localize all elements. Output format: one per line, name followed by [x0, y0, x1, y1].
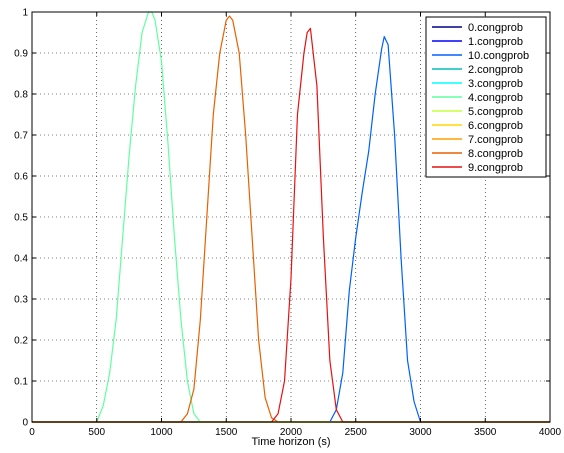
x-tick-label: 500: [88, 427, 105, 438]
legend-label: 1.congprob: [468, 36, 523, 48]
legend-label: 10.congprob: [468, 50, 529, 62]
series-line-9: [32, 15, 550, 423]
y-tick-label: 0.2: [14, 336, 28, 347]
x-tick-label: 0: [29, 427, 35, 438]
y-tick-label: 1: [22, 8, 28, 19]
y-tick-label: 0.5: [14, 213, 28, 224]
grid: [32, 12, 550, 422]
x-tick-label: 2000: [280, 427, 303, 438]
legend-label: 7.congprob: [468, 134, 523, 146]
x-tick-label: 2500: [345, 427, 368, 438]
legend-label: 3.congprob: [468, 78, 523, 90]
ticks: 0 500 1000 1500 2000 2500 3000 3500 4000 0 0.1 0.2 0…: [14, 8, 561, 439]
x-tick-label: 3000: [409, 427, 432, 438]
y-tick-label: 0.7: [14, 131, 28, 142]
legend-label: 2.congprob: [468, 64, 523, 76]
y-tick-label: 0.1: [14, 377, 28, 388]
series-line-10: [32, 27, 550, 423]
x-tick-label: 1500: [215, 427, 238, 438]
x-tick-label: 3500: [474, 427, 497, 438]
legend-label: 5.congprob: [468, 106, 523, 118]
x-axis-label: Time horizon (s): [251, 436, 330, 448]
legend-label: 8.congprob: [468, 148, 523, 160]
x-tick-label: 4000: [539, 427, 562, 438]
legend-label: 9.congprob: [468, 162, 523, 174]
legend-label: 0.congprob: [468, 22, 523, 34]
legend: 0.congprob 1.congprob 10.congprob 2.congpro…: [425, 16, 547, 178]
y-tick-label: 0.6: [14, 172, 28, 183]
y-tick-label: 0.4: [14, 254, 28, 265]
y-tick-label: 0.3: [14, 295, 28, 306]
x-tick-label: 1000: [150, 427, 173, 438]
legend-label: 6.congprob: [468, 120, 523, 132]
y-tick-label: 0.9: [14, 49, 28, 60]
y-tick-label: 0: [22, 418, 28, 429]
legend-label: 4.congprob: [468, 92, 523, 104]
y-tick-label: 0.8: [14, 90, 28, 101]
series-line-2: [32, 35, 550, 423]
